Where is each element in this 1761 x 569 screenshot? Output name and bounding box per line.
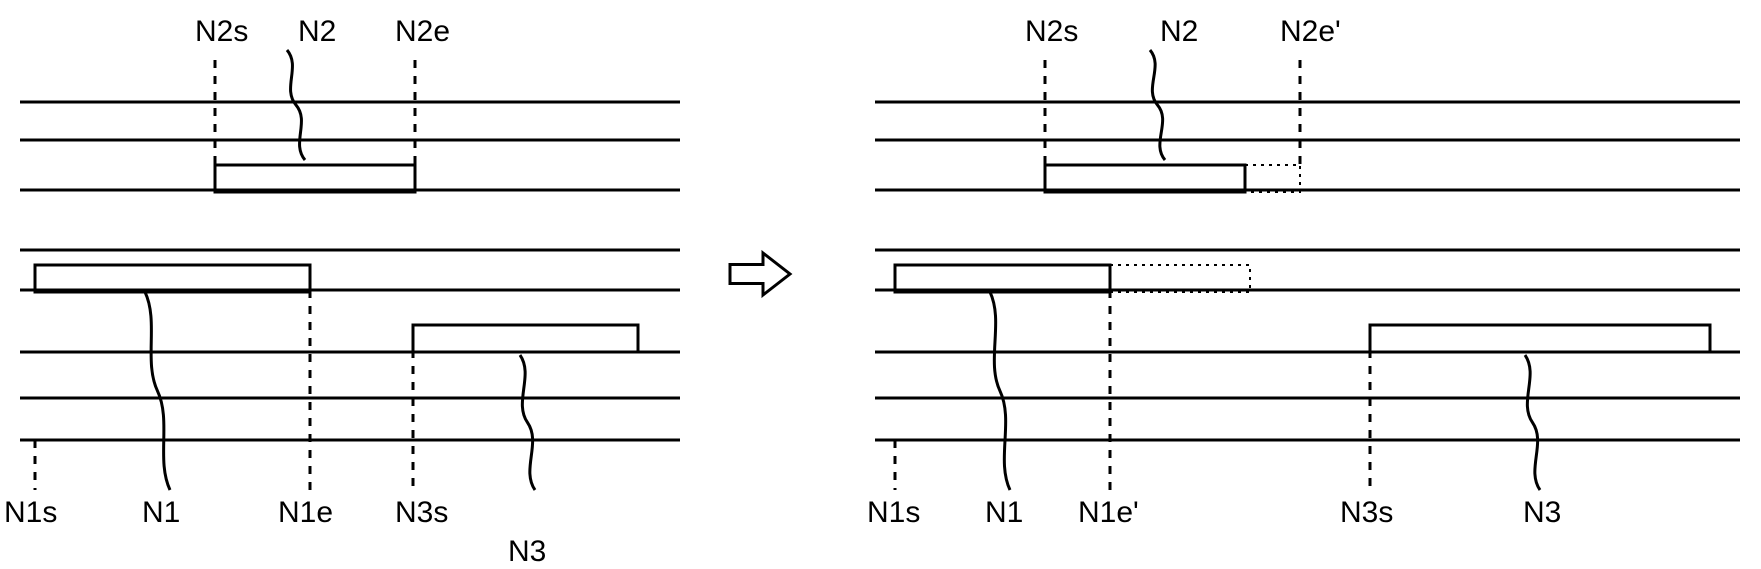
label-left.labels.N2.text: N2 bbox=[298, 15, 336, 49]
label-right.labels.N3s.text: N3s bbox=[1340, 496, 1393, 530]
diagram-svg bbox=[0, 0, 1761, 548]
label-right.labels.N2.text: N2 bbox=[1160, 15, 1198, 49]
label-right.labels.N1s.text: N1s bbox=[867, 496, 920, 530]
label-right.labels.N1.text: N1 bbox=[985, 496, 1023, 530]
label-left.labels.N2e.text: N2e bbox=[395, 15, 450, 49]
label-right.labels.N3.text: N3 bbox=[1523, 496, 1561, 530]
label-left.labels.N3s.text: N3s bbox=[395, 496, 448, 530]
label-right.labels.N2ep.text: N2e' bbox=[1280, 15, 1341, 49]
label-right.labels.N2s.text: N2s bbox=[1025, 15, 1078, 49]
label-left.labels.N1s.text: N1s bbox=[4, 496, 57, 530]
label-left.labels.N2s.text: N2s bbox=[195, 15, 248, 49]
label-left.labels.N3.text: N3 bbox=[508, 535, 546, 569]
label-left.labels.N1.text: N1 bbox=[142, 496, 180, 530]
label-right.labels.N1ep.text: N1e' bbox=[1078, 496, 1139, 530]
label-left.labels.N1e.text: N1e bbox=[278, 496, 333, 530]
